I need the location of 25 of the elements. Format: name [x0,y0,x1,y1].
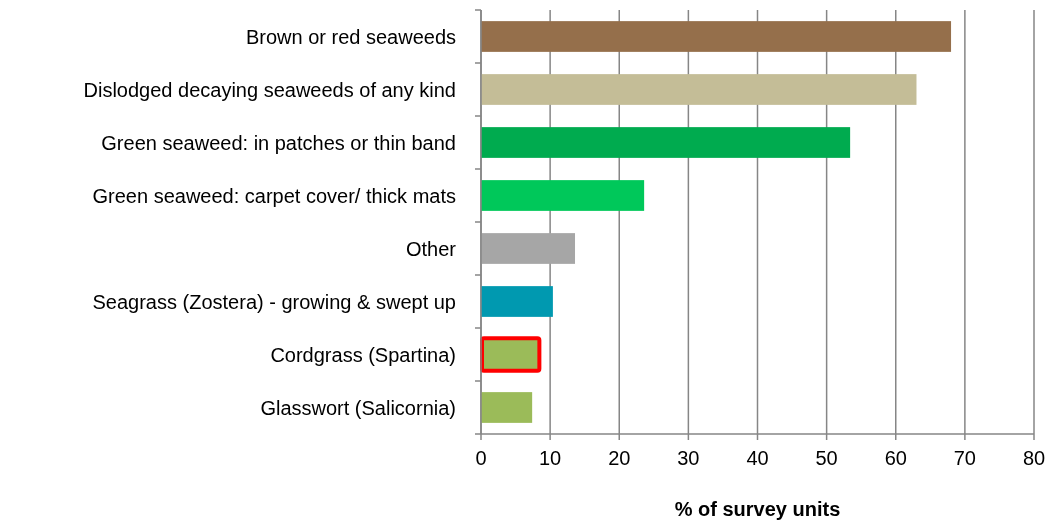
bar [481,286,553,317]
x-tick-label: 20 [608,447,631,469]
x-tick-label: 80 [1022,447,1046,469]
x-tick-label: 40 [746,447,769,469]
x-tick-label: 60 [884,447,907,469]
y-tick-label: Dislodged decaying seaweeds of any kind [83,78,456,101]
x-axis-title: % of survey units [674,498,841,520]
x-tick-label: 10 [539,447,562,469]
bar [481,180,645,211]
y-tick-label: Green seaweed: carpet cover/ thick mats [92,184,456,207]
x-tick-label: 50 [815,447,838,469]
y-tick-label: Other [405,237,457,260]
bar [481,21,952,52]
x-tick-label: 30 [677,447,700,469]
x-tick-label: 70 [953,447,976,469]
y-tick-label: Glasswort (Salicornia) [260,396,456,419]
y-tick-label: Brown or red seaweeds [245,25,456,48]
y-tick-label: Cordgrass (Spartina) [270,343,456,366]
x-tick-label: 0 [475,447,487,469]
bar [481,127,851,158]
bar [481,233,576,264]
bar [481,392,533,423]
y-tick-label: Seagrass (Zostera) - growing & swept up [92,290,456,313]
y-tick-label: Green seaweed: in patches or thin band [101,131,456,154]
bar [481,74,917,105]
